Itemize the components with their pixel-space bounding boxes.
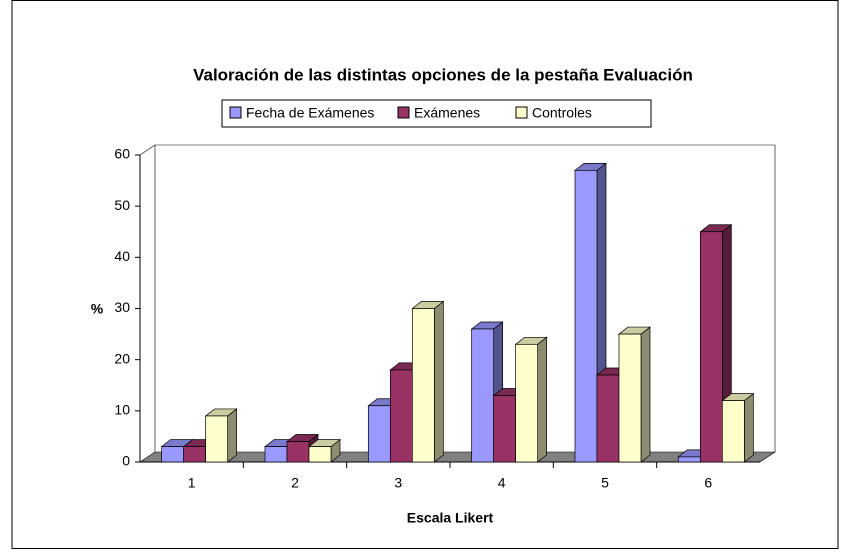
bar — [493, 395, 517, 463]
bar — [411, 308, 435, 463]
bar — [367, 405, 391, 463]
y-axis-label: % — [91, 301, 104, 317]
bar — [677, 456, 701, 463]
bar — [721, 400, 745, 463]
y-tick-label: 40 — [114, 248, 130, 264]
legend-swatch — [515, 106, 528, 119]
bar-side — [433, 300, 444, 463]
bar — [205, 415, 229, 463]
x-tick-label: 5 — [601, 475, 609, 491]
y-tick-label: 50 — [114, 197, 130, 213]
y-tick-label: 60 — [114, 146, 130, 162]
x-tick-label: 1 — [188, 475, 196, 491]
bar — [389, 369, 413, 463]
x-tick-label: 3 — [394, 475, 402, 491]
bar-side — [640, 326, 651, 463]
wall-edge — [139, 144, 156, 156]
y-tick-label: 0 — [122, 453, 130, 469]
bar-side — [537, 336, 548, 463]
y-tick-label: 20 — [114, 350, 130, 366]
bar — [183, 446, 207, 463]
legend — [221, 99, 652, 128]
legend-swatch — [229, 106, 242, 119]
legend-items: Fecha de Exámenes Exámenes Controles — [229, 105, 592, 121]
bar — [515, 343, 539, 463]
legend-label: Controles — [532, 105, 592, 121]
chart-title: Valoración de las distintas opciones de … — [193, 65, 693, 84]
bar — [596, 374, 620, 463]
y-tick-label: 30 — [114, 299, 130, 315]
bar — [161, 446, 185, 463]
legend-label: Fecha de Exámenes — [246, 105, 374, 121]
legend-swatch — [397, 106, 410, 119]
y-tick-label: 10 — [114, 402, 130, 418]
x-tick-label: 4 — [498, 475, 506, 491]
bar — [699, 231, 723, 463]
legend-label: Exámenes — [414, 105, 480, 121]
bar — [264, 446, 288, 463]
back-wall — [154, 144, 776, 452]
x-tick-label: 6 — [704, 475, 712, 491]
x-tick-label: 2 — [291, 475, 299, 491]
x-axis-label: Escala Likert — [407, 510, 494, 526]
bar — [618, 333, 642, 463]
bar — [574, 170, 598, 463]
bar — [471, 328, 495, 463]
bar-side — [743, 392, 754, 463]
bar — [286, 441, 310, 463]
bar-side — [227, 408, 238, 463]
bar — [308, 446, 332, 463]
